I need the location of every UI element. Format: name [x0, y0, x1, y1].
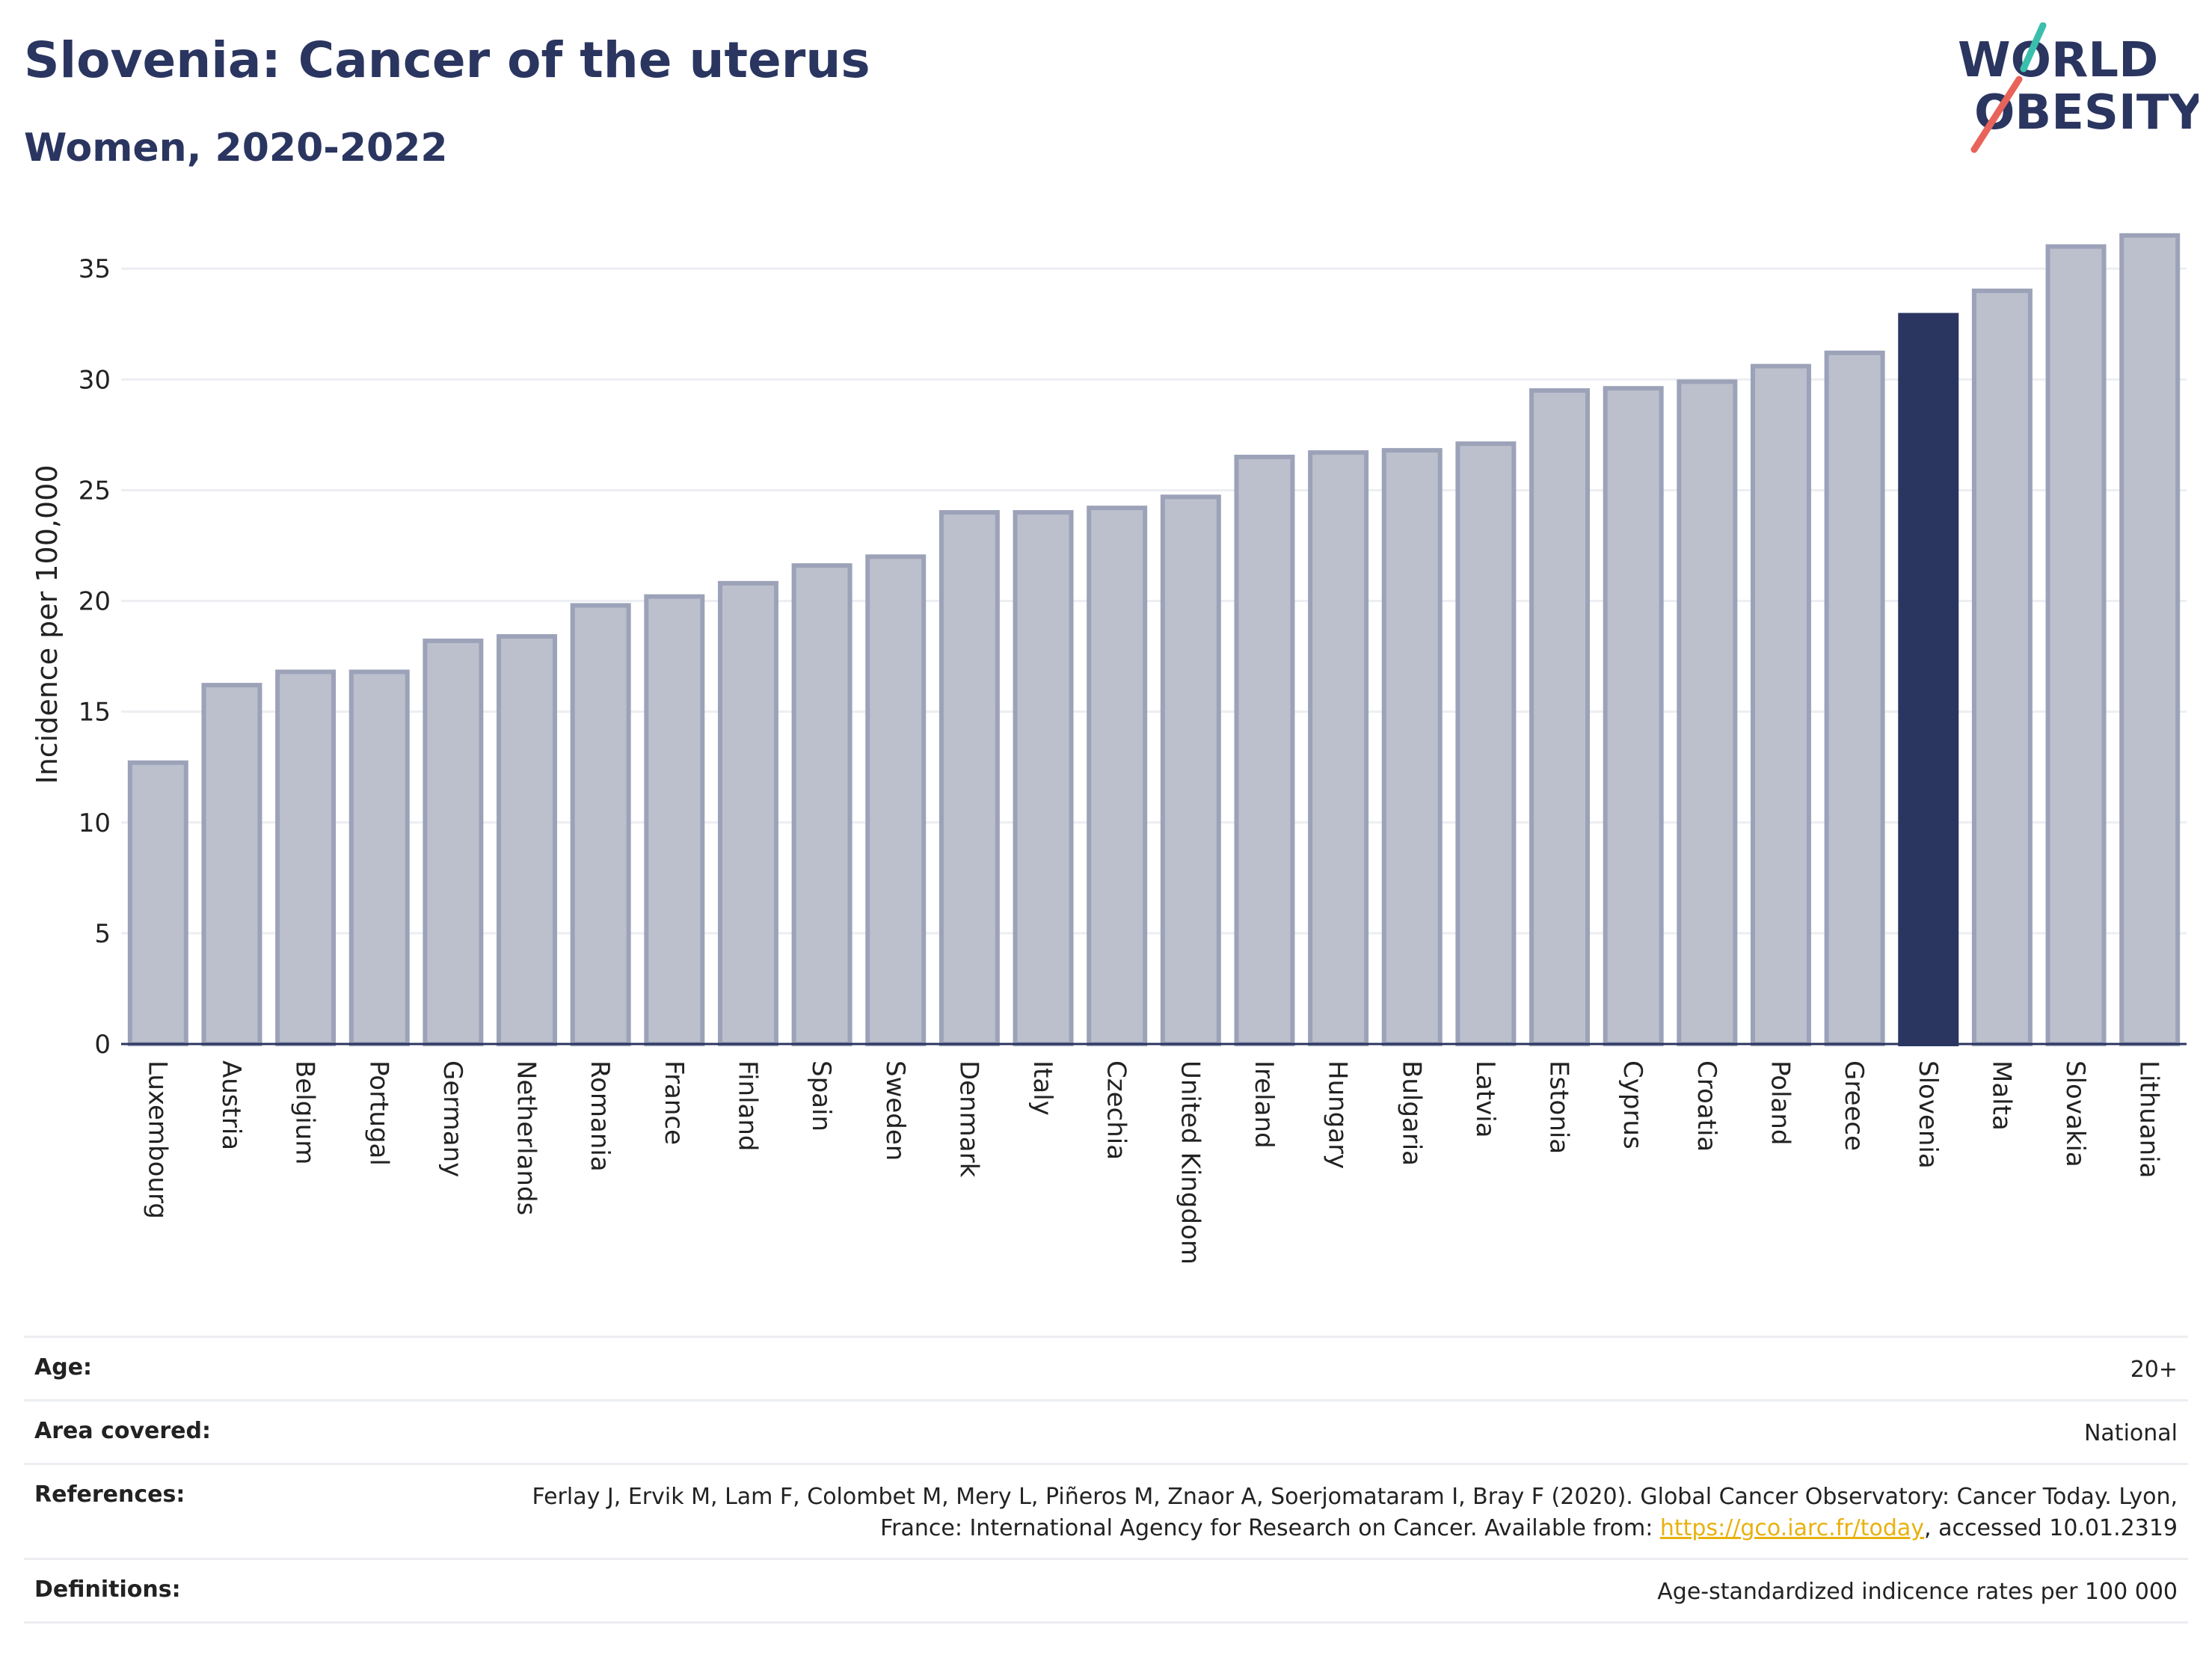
bar-estonia [1529, 388, 1591, 1046]
y-tick-label: 10 [79, 808, 111, 838]
x-tick-label: Malta [1986, 1060, 2016, 1131]
x-tick-label: Ireland [1249, 1060, 1279, 1149]
references-text-start: Ferlay J, Ervik M, Lam F, Colombet M, Me… [532, 1484, 2178, 1541]
x-tick-label: Sweden [880, 1060, 910, 1161]
labels: 0 5 10 15 20 25 30 35 Luxembourg Austria Belgium Po… [79, 254, 2164, 1265]
x-tick-label: Slovenia [1913, 1060, 1943, 1169]
bar-sweden [865, 554, 927, 1046]
x-tick-label: Luxembourg [142, 1060, 172, 1219]
bar-hungary [1308, 450, 1369, 1046]
bar-finland [717, 580, 778, 1046]
meta-row-age: Age: 20+ [24, 1336, 2188, 1399]
y-axis-title: Incidence per 100,000 [31, 464, 64, 784]
bar-austria [201, 683, 262, 1046]
bar-czechia [1087, 506, 1148, 1046]
logo-slash-red-icon [1970, 76, 2023, 153]
x-tick-label: Italy [1027, 1060, 1057, 1116]
y-tick-label: 25 [79, 476, 111, 506]
x-tick-label: Germany [437, 1060, 467, 1177]
area-value: National [2083, 1420, 2178, 1446]
y-tick-label: 15 [79, 698, 111, 728]
x-tick-label: Denmark [953, 1060, 983, 1178]
x-tick-label: Poland [1765, 1060, 1795, 1146]
bar-lithuania [2119, 233, 2181, 1047]
bar-latvia [1455, 441, 1517, 1046]
bar-denmark [938, 510, 1000, 1046]
bar-chart: 0 5 10 15 20 25 30 35 Luxembourg Austria Belgium Po… [31, 233, 2187, 1265]
bar-croatia [1677, 379, 1738, 1046]
bar-romania [570, 603, 631, 1046]
definitions-value: Age-standardized indicence rates per 100… [1657, 1579, 2178, 1605]
x-tick-label: Estonia [1544, 1060, 1574, 1154]
x-tick-label: Greece [1839, 1060, 1869, 1151]
bar-ireland [1234, 455, 1295, 1046]
bar-germany [423, 638, 484, 1046]
chart-title: Slovenia: Cancer of the uterus [24, 31, 870, 89]
logo-text-world: WORLD [1958, 33, 2158, 88]
y-tick-label: 5 [94, 919, 111, 949]
meta-row-definitions: Definitions: Age-standardized indicence … [24, 1558, 2188, 1624]
bar-luxembourg [127, 760, 188, 1046]
bar-poland [1750, 363, 1811, 1046]
y-tick-label: 20 [79, 587, 111, 617]
meta-row-area: Area covered: National [24, 1399, 2188, 1463]
x-tick-label: Bulgaria [1396, 1060, 1426, 1166]
y-tick-label: 35 [79, 254, 111, 284]
x-tick-label: Latvia [1470, 1060, 1500, 1138]
x-tick-label: Finland [732, 1060, 762, 1152]
x-tick-label: Slovakia [2060, 1060, 2090, 1167]
x-tick-label: Belgium [290, 1060, 320, 1164]
area-label: Area covered: [34, 1418, 211, 1444]
meta-row-references: References: Ferlay J, Ervik M, Lam F, Co… [24, 1463, 2188, 1558]
x-tick-label: Croatia [1692, 1060, 1721, 1152]
logo-slash-teal-icon [2020, 22, 2047, 73]
bar-united-kingdom [1160, 494, 1221, 1046]
bar-bulgaria [1381, 448, 1443, 1046]
world-obesity-logo: WORLD OBESITY [1958, 22, 2199, 153]
references-label: References: [34, 1481, 185, 1508]
bar-spain [791, 563, 852, 1046]
x-tick-label: Cyprus [1617, 1060, 1647, 1149]
x-tick-label: Lithuania [2134, 1060, 2164, 1178]
bar-malta [1971, 288, 2033, 1046]
bar-belgium [275, 669, 337, 1046]
x-tick-label: France [659, 1060, 689, 1145]
bar-italy [1013, 510, 1074, 1046]
bars [127, 233, 2181, 1047]
x-tick-label: Netherlands [511, 1060, 541, 1215]
references-text-end: , accessed 10.01.2319 [1924, 1515, 2178, 1541]
bar-netherlands [497, 633, 558, 1046]
age-label: Age: [34, 1354, 93, 1381]
x-tick-label: Austria [216, 1060, 246, 1150]
x-tick-label: Portugal [363, 1060, 393, 1166]
bar-greece [1824, 350, 1885, 1046]
bar-slovenia [1898, 313, 1959, 1046]
x-tick-label: United Kingdom [1175, 1060, 1205, 1265]
x-tick-label: Spain [806, 1060, 836, 1132]
x-tick-label: Romania [585, 1060, 615, 1172]
x-tick-label: Czechia [1102, 1060, 1131, 1160]
y-tick-label: 30 [79, 365, 111, 395]
bar-france [644, 594, 705, 1046]
metadata-table: Age: 20+ Area covered: National Referenc… [24, 1336, 2188, 1624]
bar-cyprus [1603, 386, 1664, 1046]
bar-slovakia [2045, 244, 2107, 1047]
y-tick-label: 0 [94, 1030, 111, 1060]
references-value: Ferlay J, Ervik M, Lam F, Colombet M, Me… [458, 1481, 2178, 1544]
references-link[interactable]: https://gco.iarc.fr/today [1659, 1515, 1925, 1541]
age-value: 20+ [2130, 1357, 2178, 1383]
x-tick-label: Hungary [1323, 1060, 1353, 1169]
chart-subtitle: Women, 2020-2022 [24, 126, 448, 171]
definitions-label: Definitions: [34, 1576, 181, 1603]
bar-portugal [348, 669, 410, 1046]
